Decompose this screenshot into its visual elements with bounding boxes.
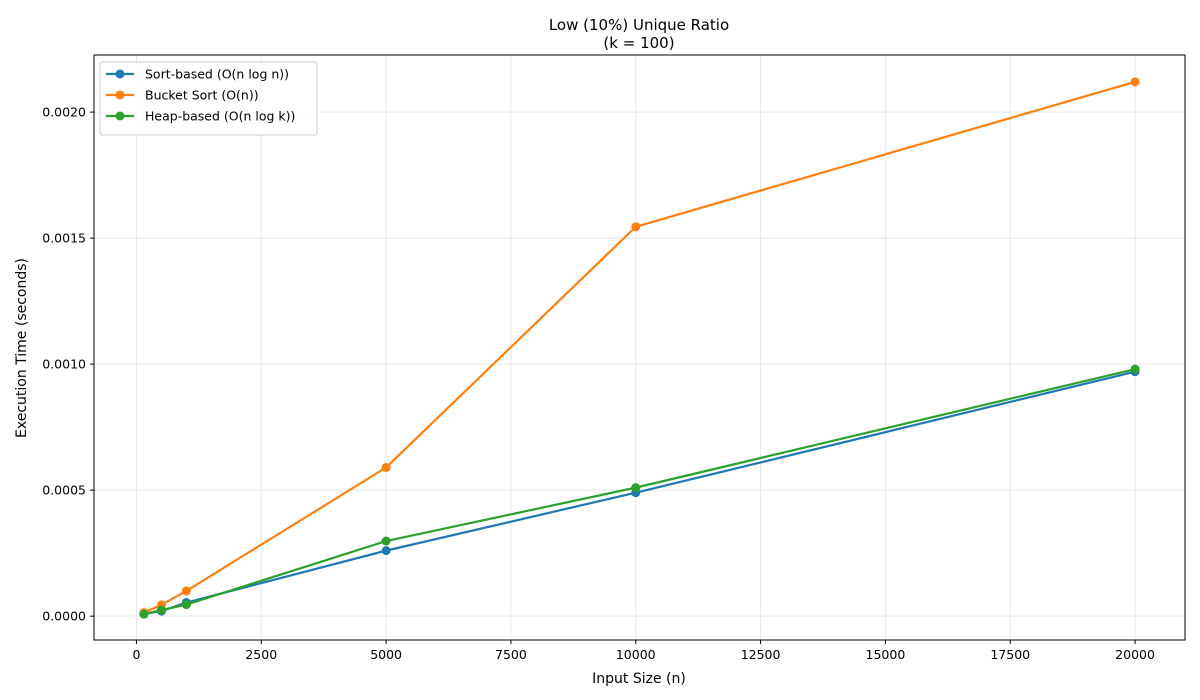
y-tick-label: 0.0020 — [42, 105, 86, 120]
data-point-2 — [156, 605, 166, 615]
chart-subtitle: (k = 100) — [603, 34, 674, 52]
x-tick-label: 10000 — [616, 647, 656, 662]
x-tick-label: 5000 — [370, 647, 402, 662]
data-point-1 — [631, 222, 641, 232]
y-axis-label: Execution Time (seconds) — [14, 258, 30, 438]
series-layer — [139, 77, 1140, 619]
data-point-2 — [381, 536, 391, 546]
legend-box — [99, 61, 318, 136]
data-point-2 — [181, 600, 191, 610]
data-point-1 — [381, 462, 391, 472]
x-tick-label: 15000 — [866, 647, 906, 662]
tick-layer: 0 2500 5000 7500 10000 12500 15000 17500 20000 0.… — [42, 105, 1155, 662]
y-tick-label: 0.0015 — [42, 231, 86, 246]
chart-title: Low (10%) Unique Ratio — [549, 16, 729, 34]
data-point-1 — [181, 586, 191, 596]
grid-layer — [94, 55, 1185, 640]
x-tick-label: 0 — [132, 647, 140, 662]
plot-frame — [93, 54, 1186, 641]
data-point-2 — [1130, 364, 1140, 374]
y-tick-label: 0.0010 — [42, 357, 86, 372]
legend-label-2: Heap-based (O(n log k)) — [145, 109, 295, 124]
data-point-2 — [139, 609, 149, 619]
y-tick-label: 0.0005 — [42, 483, 86, 498]
legend-marker-2 — [115, 111, 125, 121]
legend-label-1: Bucket Sort (O(n)) — [145, 88, 259, 103]
legend-label-0: Sort-based (O(n log n)) — [145, 67, 289, 82]
legend-marker-0 — [115, 69, 125, 79]
legend: Sort-based (O(n log n)) Bucket Sort (O(n)… — [99, 61, 318, 136]
data-point-2 — [631, 483, 641, 493]
legend-marker-1 — [115, 90, 125, 100]
y-tick-label: 0.0000 — [42, 609, 86, 624]
x-tick-label: 2500 — [245, 647, 277, 662]
data-point-1 — [1130, 77, 1140, 87]
x-tick-label: 7500 — [495, 647, 527, 662]
x-tick-label: 17500 — [990, 647, 1030, 662]
data-point-0 — [381, 546, 391, 556]
x-axis-label: Input Size (n) — [592, 671, 686, 687]
x-tick-label: 12500 — [741, 647, 781, 662]
x-tick-label: 20000 — [1115, 647, 1155, 662]
